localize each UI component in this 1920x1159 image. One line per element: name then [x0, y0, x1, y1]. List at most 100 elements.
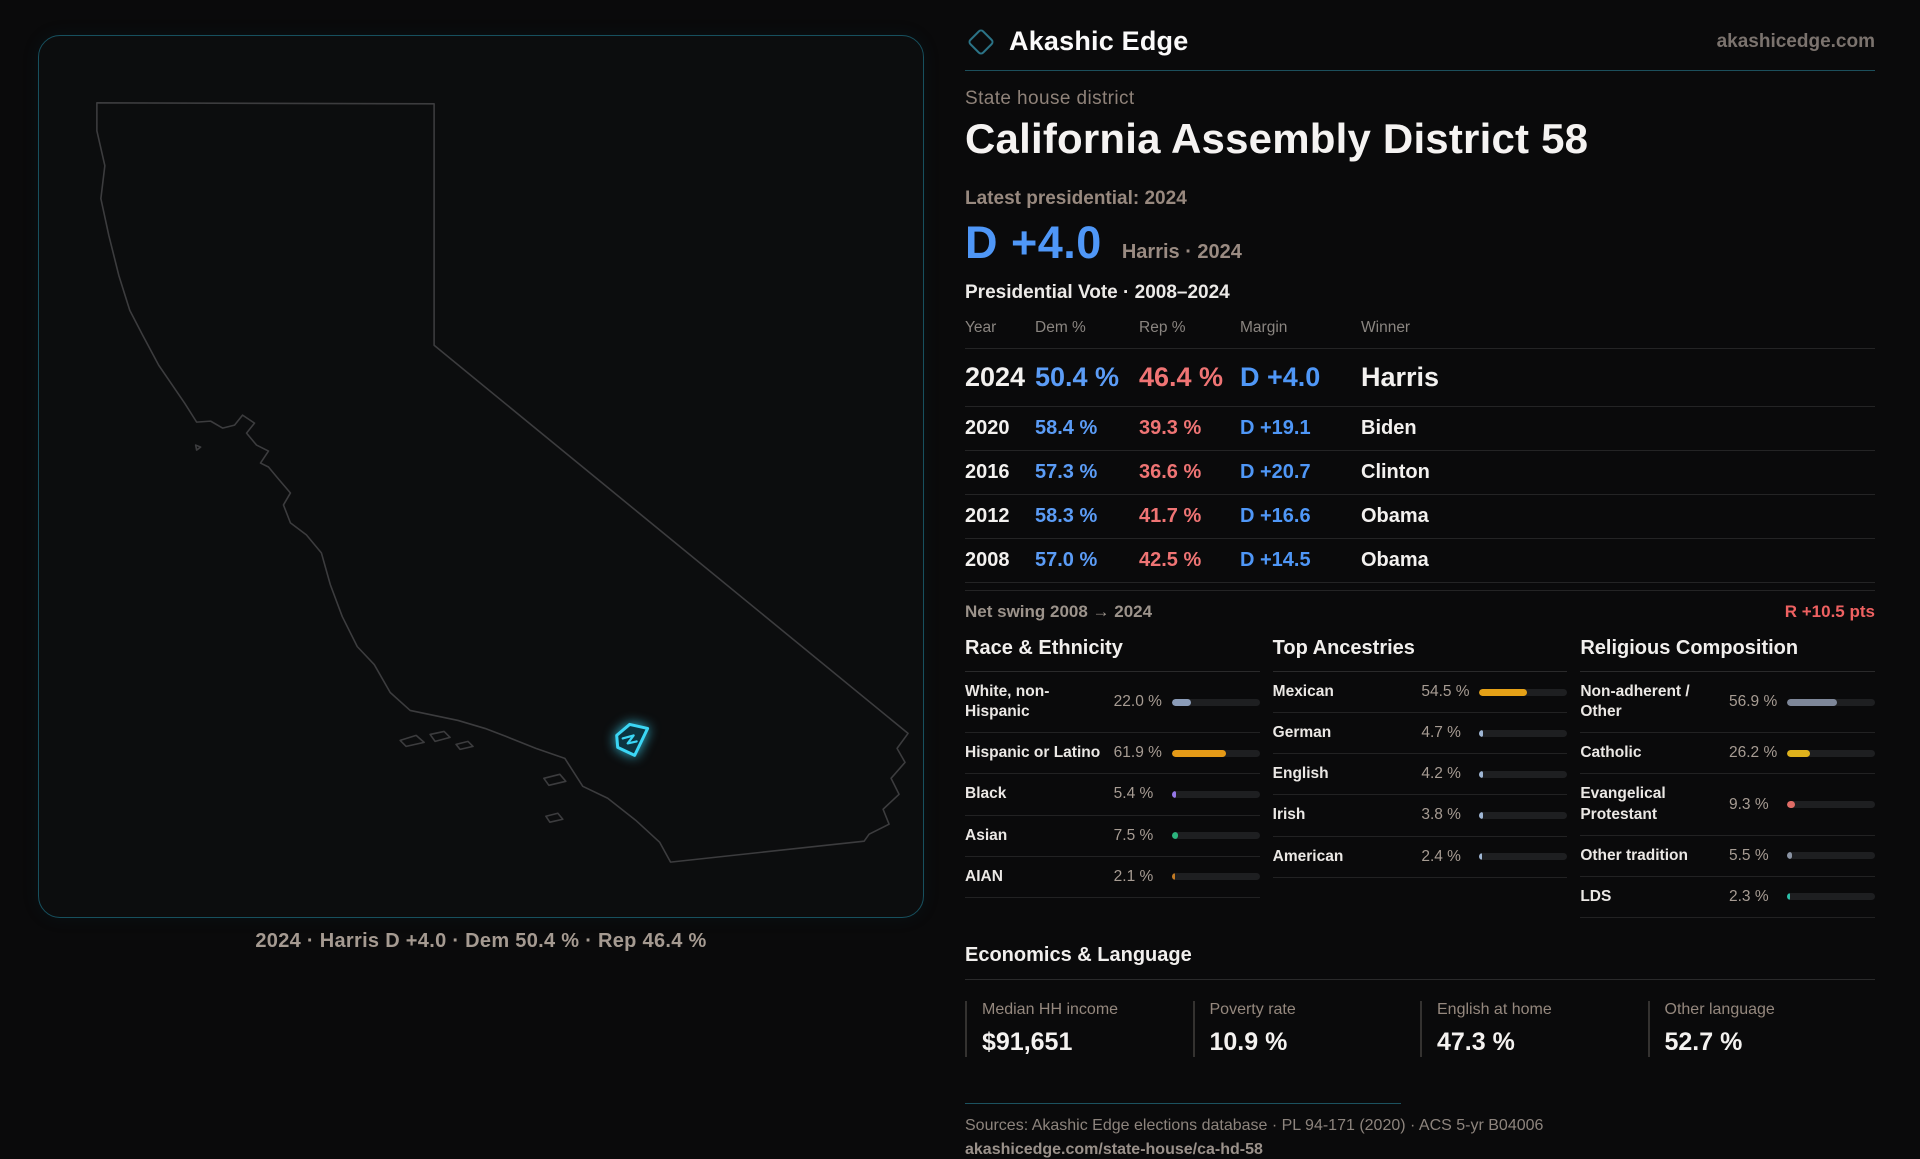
map-caption: 2024 · Harris D +4.0 · Dem 50.4 % · Rep …	[255, 930, 707, 952]
demo-value: 2.1 %	[1113, 867, 1154, 885]
top-ancestries-column: Top Ancestries Mexican 54.5 % German 4.7 % E…	[1272, 637, 1568, 918]
demo-row: Other tradition 5.5 %	[1580, 836, 1875, 877]
cell-dem-pct: 57.0 %	[1035, 549, 1098, 571]
stat-value: $91,651	[982, 1027, 1073, 1056]
stat-value: 10.9 %	[1209, 1027, 1288, 1056]
demo-value: 5.4 %	[1113, 785, 1154, 803]
demo-row: German 4.7 %	[1272, 713, 1568, 755]
demo-row: Irish 3.8 %	[1272, 795, 1568, 837]
demo-value: 56.9 %	[1728, 693, 1778, 711]
demo-bar	[1171, 873, 1260, 881]
stat-label: Poverty rate	[1209, 1000, 1296, 1018]
demo-label: German	[1272, 724, 1332, 742]
column-header-year: Year	[965, 319, 997, 336]
demo-bar	[1171, 749, 1260, 757]
demo-label: Evangelical Protestant	[1580, 785, 1666, 823]
economics-stat: Median HH income $91,651	[965, 1000, 1193, 1057]
demo-value: 4.7 %	[1421, 724, 1461, 742]
demo-label: White, non-Hispanic	[965, 683, 1050, 721]
demo-label: American	[1272, 847, 1344, 865]
column-header-dem: Dem %	[1035, 319, 1086, 336]
demo-bar-fill	[1171, 873, 1175, 881]
district-58-highlight	[615, 722, 650, 757]
cell-margin: D +14.5	[1240, 549, 1311, 571]
demo-label: LDS	[1580, 887, 1612, 905]
cell-winner: Biden	[1361, 417, 1417, 439]
net-swing-value: R +10.5 pts	[1784, 602, 1875, 621]
demo-label: Mexican	[1272, 683, 1334, 700]
headline-margin: D +4.0 Harris · 2024	[965, 217, 1875, 269]
cell-margin: D +20.7	[1240, 461, 1311, 483]
cell-margin: D +19.1	[1240, 417, 1311, 439]
demo-bar-fill	[1171, 790, 1177, 798]
brand-domain: akashicedge.com	[1716, 30, 1875, 52]
cell-rep-pct: 39.3 %	[1139, 417, 1202, 439]
header-divider	[965, 70, 1875, 71]
demo-value: 3.8 %	[1421, 806, 1461, 824]
religious-composition-title: Religious Composition	[1580, 637, 1875, 672]
demo-bar	[1479, 729, 1568, 737]
demo-row: White, non-Hispanic 22.0 %	[965, 672, 1260, 734]
demo-row: LDS 2.3 %	[1580, 877, 1875, 918]
demo-bar	[1786, 749, 1875, 757]
cell-rep-pct: 46.4 %	[1139, 362, 1224, 392]
headline-margin-value: D +4.0	[965, 217, 1102, 268]
presidential-vote-table: Year Dem % Rep % Margin Winner 2024 50.4 % 46.…	[965, 319, 1875, 591]
demo-bar-fill	[1171, 749, 1227, 757]
footer-divider	[965, 1102, 1401, 1104]
economics-stat: Poverty rate 10.9 %	[1192, 1000, 1421, 1057]
cell-rep-pct: 42.5 %	[1139, 549, 1202, 571]
economics-title: Economics & Language	[965, 944, 1875, 980]
demo-bar	[1786, 893, 1875, 901]
cell-margin: D +16.6	[1240, 505, 1311, 527]
demo-row: English 4.2 %	[1272, 754, 1568, 796]
demo-row: AIAN 2.1 %	[965, 857, 1260, 898]
cell-margin: D +4.0	[1240, 362, 1321, 392]
footer-slug: akashicedge.com/state-house/ca-hd-58	[965, 1140, 1263, 1158]
district-kicker: State house district	[965, 88, 1135, 109]
demo-bar-fill	[1479, 853, 1483, 861]
demo-bar	[1786, 801, 1875, 809]
cell-rep-pct: 41.7 %	[1139, 505, 1202, 527]
demo-row: Black 5.4 %	[965, 774, 1260, 816]
stat-label: English at home	[1437, 1000, 1552, 1018]
demo-bar	[1479, 688, 1568, 696]
demo-bar	[1786, 698, 1875, 706]
stat-value: 47.3 %	[1437, 1027, 1515, 1056]
demo-bar-fill	[1171, 698, 1192, 706]
top-ancestries-title: Top Ancestries	[1272, 637, 1568, 672]
cell-dem-pct: 50.4 %	[1035, 362, 1120, 392]
vote-table-title: Presidential Vote · 2008–2024	[965, 282, 1230, 303]
demo-bar	[1171, 790, 1260, 798]
brand-header: Akashic Edge akashicedge.com	[965, 0, 1875, 57]
demo-value: 22.0 %	[1113, 693, 1162, 711]
page-title: California Assembly District 58	[965, 115, 1589, 162]
demo-bar	[1786, 852, 1875, 860]
demo-bar-fill	[1786, 801, 1796, 809]
demo-label: Non-adherent / Other	[1580, 683, 1690, 721]
demo-bar-fill	[1479, 770, 1484, 778]
brand-diamond-icon	[966, 27, 996, 56]
cell-year: 2016	[965, 461, 1010, 483]
net-swing-label: Net swing 2008 → 2024	[965, 602, 1153, 621]
demo-bar	[1479, 770, 1568, 778]
cell-winner: Obama	[1361, 549, 1429, 571]
cell-winner: Clinton	[1361, 461, 1430, 483]
demo-label: Irish	[1272, 806, 1306, 824]
demo-row: Mexican 54.5 %	[1272, 672, 1568, 714]
demo-bar-fill	[1786, 698, 1838, 706]
cell-winner: Harris	[1361, 362, 1440, 392]
demo-bar-fill	[1479, 811, 1483, 819]
demo-bar-fill	[1171, 832, 1179, 840]
channel-islands	[194, 444, 567, 824]
cell-rep-pct: 36.6 %	[1139, 461, 1202, 483]
vote-table-row: 2008 57.0 % 42.5 % D +14.5 Obama	[965, 539, 1875, 583]
demo-value: 7.5 %	[1113, 826, 1154, 844]
demo-label: AIAN	[965, 867, 1003, 885]
demo-label: Catholic	[1580, 744, 1642, 762]
race-ethnicity-list: White, non-Hispanic 22.0 % Hispanic or Lat…	[965, 672, 1260, 898]
demo-row: Evangelical Protestant 9.3 %	[1580, 774, 1875, 836]
religious-composition-list: Non-adherent / Other 56.9 % Catholic 26.2 %…	[1580, 672, 1875, 918]
economics-stat: Other language 52.7 %	[1647, 1000, 1876, 1057]
state-map-panel	[38, 35, 924, 918]
